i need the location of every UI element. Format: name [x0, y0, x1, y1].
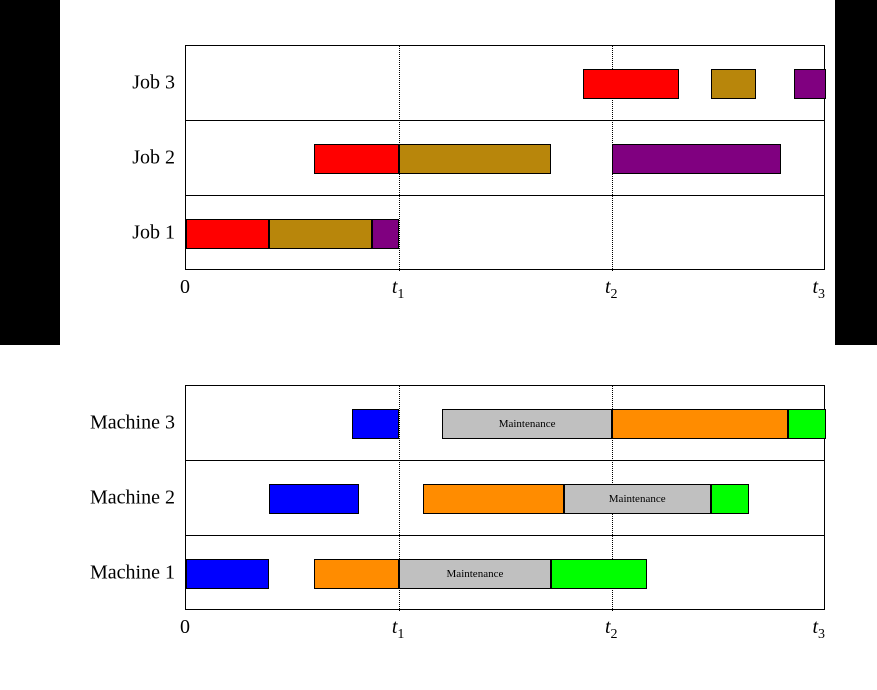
row-label: Job 3	[90, 71, 175, 94]
gantt-bar	[314, 559, 399, 589]
gantt-row	[186, 121, 824, 196]
gantt-row: Maintenance	[186, 461, 824, 536]
gantt-row: Maintenance	[186, 536, 824, 611]
x-tick-label: t1	[392, 276, 405, 303]
machine-gantt-chart: Machine 3Machine 2Machine 1MaintenanceMa…	[185, 385, 825, 610]
job-gantt-chart: Job 3Job 2Job 10t1t2t3	[185, 45, 825, 270]
gantt-bar	[794, 69, 826, 99]
chart-plot-area	[185, 45, 825, 270]
bar-text-label: Maintenance	[499, 418, 556, 430]
x-tick-label: 0	[180, 276, 190, 299]
x-tick-label: t1	[392, 616, 405, 643]
row-label: Job 2	[90, 146, 175, 169]
gantt-row: Maintenance	[186, 386, 824, 461]
gantt-row	[186, 196, 824, 271]
gantt-bar	[711, 69, 756, 99]
row-label: Machine 3	[60, 411, 175, 434]
gantt-bar	[269, 219, 371, 249]
gantt-bar	[788, 409, 826, 439]
x-tick-label: t2	[605, 616, 618, 643]
gantt-bar	[711, 484, 749, 514]
gantt-bar: Maintenance	[399, 559, 551, 589]
row-label: Job 1	[90, 221, 175, 244]
x-tick-label: t3	[812, 616, 825, 643]
x-tick-label: 0	[180, 616, 190, 639]
chart-plot-area: Maintenance Maintenance Maintenance	[185, 385, 825, 610]
gantt-bar	[186, 559, 269, 589]
x-tick-label: t3	[812, 276, 825, 303]
gantt-row	[186, 46, 824, 121]
gantt-bar	[372, 219, 400, 249]
gantt-bar	[612, 144, 781, 174]
row-label: Machine 2	[60, 486, 175, 509]
gantt-bar: Maintenance	[564, 484, 711, 514]
gantt-bar	[186, 219, 269, 249]
gantt-bar: Maintenance	[442, 409, 612, 439]
gantt-bar	[314, 144, 399, 174]
gantt-bar	[583, 69, 679, 99]
x-tick-label: t2	[605, 276, 618, 303]
row-label: Machine 1	[60, 561, 175, 584]
bar-text-label: Maintenance	[447, 568, 504, 580]
gantt-bar	[269, 484, 359, 514]
decorative-stripe-right	[835, 0, 877, 345]
decorative-stripe-left	[0, 0, 60, 345]
gantt-bar	[612, 409, 787, 439]
gantt-bar	[551, 559, 647, 589]
gantt-bar	[423, 484, 564, 514]
gantt-bar	[352, 409, 399, 439]
bar-text-label: Maintenance	[609, 493, 666, 505]
gantt-bar	[399, 144, 551, 174]
